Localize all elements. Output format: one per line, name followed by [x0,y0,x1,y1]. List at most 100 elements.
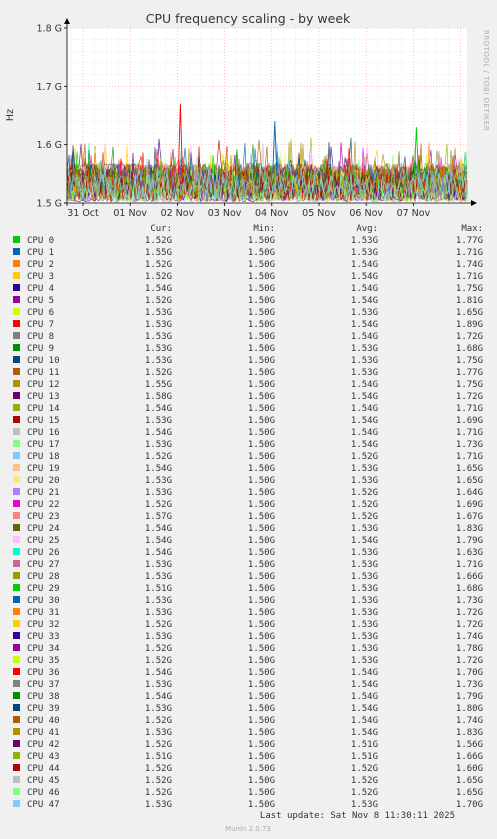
legend-avg-value: 1.54G [351,668,378,678]
legend-row: CPU 11 1.52G 1.50G 1.53G 1.77G [13,368,483,378]
legend-swatch [13,488,20,495]
legend-row: CPU 43 1.51G 1.50G 1.51G 1.66G [13,752,483,762]
legend-max-value: 1.75G [456,380,483,390]
legend-min-value: 1.50G [248,332,275,342]
legend-avg-value: 1.53G [351,632,378,642]
legend-cur-value: 1.52G [145,716,172,726]
legend-min-value: 1.50G [248,680,275,690]
legend-swatch [13,356,20,363]
y-axis-arrow [64,18,70,24]
legend-max-value: 1.77G [456,368,483,378]
x-tick-label: 05 Nov [302,208,336,219]
legend-row: CPU 2 1.52G 1.50G 1.54G 1.74G [13,260,483,270]
legend-cpu-name: CPU 17 [27,440,60,450]
legend-cpu-name: CPU 20 [27,476,60,486]
series-line-cpu-46 [66,155,468,203]
legend-max-value: 1.63G [456,548,483,558]
legend-min-value: 1.50G [248,620,275,630]
series-line-cpu-42 [66,152,468,204]
legend-max-value: 1.65G [456,476,483,486]
legend-swatch [13,584,20,591]
legend-cpu-name: CPU 5 [27,296,54,306]
legend-min-value: 1.50G [248,344,275,354]
legend-row: CPU 26 1.54G 1.50G 1.53G 1.63G [13,548,483,558]
legend-row: CPU 12 1.55G 1.50G 1.54G 1.75G [13,380,483,390]
legend-min-value: 1.50G [248,800,275,810]
legend-cur-value: 1.52G [145,740,172,750]
legend-max-value: 1.65G [456,788,483,798]
legend-min-value: 1.50G [248,380,275,390]
legend-cpu-name: CPU 33 [27,632,60,642]
legend-row: CPU 34 1.52G 1.50G 1.53G 1.78G [13,644,483,654]
legend-cpu-name: CPU 19 [27,464,60,474]
legend-min-value: 1.50G [248,248,275,258]
legend-min-value: 1.50G [248,608,275,618]
legend-row: CPU 38 1.54G 1.50G 1.54G 1.79G [13,692,483,702]
legend-cpu-name: CPU 26 [27,548,60,558]
legend-cpu-name: CPU 2 [27,260,54,270]
legend-swatch [13,560,20,567]
x-tick-label: 03 Nov [208,208,242,219]
x-tick-label: 31 Oct [67,208,99,219]
legend-row: CPU 10 1.53G 1.50G 1.53G 1.75G [13,356,483,366]
legend-min-value: 1.50G [248,284,275,294]
legend-cur-value: 1.53G [145,704,172,714]
legend-max-value: 1.65G [456,308,483,318]
legend-max-value: 1.89G [456,320,483,330]
legend-swatch [13,392,20,399]
legend-cur-value: 1.51G [145,584,172,594]
legend-cpu-name: CPU 35 [27,656,60,666]
legend-max-value: 1.60G [456,764,483,774]
legend-cpu-name: CPU 31 [27,608,60,618]
legend-row: CPU 45 1.52G 1.50G 1.52G 1.65G [13,776,483,786]
legend-min-value: 1.50G [248,416,275,426]
legend-avg-value: 1.53G [351,464,378,474]
legend-min-value: 1.50G [248,452,275,462]
legend-cur-value: 1.53G [145,320,172,330]
legend-swatch [13,668,20,675]
legend-swatch [13,740,20,747]
legend-table: Cur: Min: Avg: Max: CPU 0 1.52G 1.50G 1.53G 1.77… [13,224,483,810]
legend-swatch [13,656,20,663]
legend-swatch [13,572,20,579]
legend-row: CPU 4 1.54G 1.50G 1.54G 1.75G [13,284,483,294]
legend-swatch [13,716,20,723]
y-axis-label: Hz [5,109,16,121]
legend-min-value: 1.50G [248,692,275,702]
legend-avg-value: 1.54G [351,704,378,714]
legend-row: CPU 9 1.53G 1.50G 1.53G 1.68G [13,344,483,354]
legend-avg-value: 1.53G [351,308,378,318]
legend-row: CPU 1 1.55G 1.50G 1.53G 1.71G [13,248,483,258]
legend-row: CPU 40 1.52G 1.50G 1.54G 1.74G [13,716,483,726]
legend-cur-value: 1.52G [145,644,172,654]
legend-cur-value: 1.52G [145,656,172,666]
legend-cpu-name: CPU 12 [27,380,60,390]
spike-line [272,121,278,174]
y-tick-label: 1.5 G [37,199,63,210]
legend-min-value: 1.50G [248,392,275,402]
legend-cur-value: 1.55G [145,380,172,390]
legend-swatch [13,524,20,531]
legend-min-value: 1.50G [248,236,275,246]
legend-row: CPU 44 1.52G 1.50G 1.52G 1.60G [13,764,483,774]
legend-max-value: 1.68G [456,344,483,354]
legend-swatch [13,596,20,603]
x-tick-label: 07 Nov [397,208,431,219]
legend-row: CPU 16 1.54G 1.50G 1.54G 1.71G [13,428,483,438]
legend-cur-value: 1.53G [145,308,172,318]
legend-cpu-name: CPU 36 [27,668,60,678]
legend-cpu-name: CPU 43 [27,752,60,762]
legend-cur-value: 1.54G [145,428,172,438]
legend-row: CPU 33 1.53G 1.50G 1.53G 1.74G [13,632,483,642]
legend-max-value: 1.69G [456,416,483,426]
legend-cpu-name: CPU 29 [27,584,60,594]
legend-avg-value: 1.54G [351,380,378,390]
legend-cur-value: 1.53G [145,416,172,426]
legend-cur-value: 1.52G [145,296,172,306]
series-line-cpu-45 [66,156,468,203]
legend-cur-value: 1.53G [145,332,172,342]
legend-cpu-name: CPU 40 [27,716,60,726]
legend-cpu-name: CPU 41 [27,728,60,738]
legend-swatch [13,416,20,423]
legend-avg-value: 1.53G [351,368,378,378]
